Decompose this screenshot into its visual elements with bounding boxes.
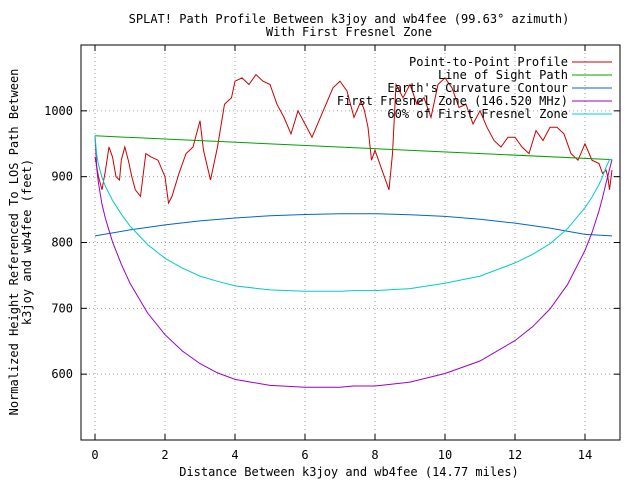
chart-subtitle: With First Fresnel Zone xyxy=(266,25,432,39)
x-tick-label: 12 xyxy=(508,448,522,462)
series-line-line-of-sight-path xyxy=(94,135,613,161)
legend-label: Point-to-Point Profile xyxy=(409,55,568,69)
legend-label: 60% of First Fresnel Zone xyxy=(387,107,568,121)
series-lines xyxy=(94,73,613,388)
y-tick-label: 600 xyxy=(51,367,73,381)
y-axis-label-line2: k3joy and wb4fee (feet) xyxy=(20,159,34,325)
legend-label: Earth's Curvature Contour xyxy=(387,81,568,95)
plot-frame xyxy=(80,44,621,441)
y-axis-label-line1: Normalized Height Referenced To LOS Path… xyxy=(7,69,21,416)
y-tick-label: 800 xyxy=(51,236,73,250)
x-axis-label: Distance Between k3joy and wb4fee (14.77… xyxy=(179,465,519,479)
y-tick-label: 1000 xyxy=(44,104,73,118)
series-line-60-of-first-fresnel-zone xyxy=(94,135,612,292)
x-tick-label: 8 xyxy=(371,448,378,462)
chart-title: SPLAT! Path Profile Between k3joy and wb… xyxy=(129,12,570,26)
legend-label: First Fresnel Zone (146.520 MHz) xyxy=(337,94,568,108)
y-tick-label: 900 xyxy=(51,170,73,184)
series-line-first-fresnel-zone-146-520-mhz xyxy=(94,135,613,388)
x-tick-label: 10 xyxy=(438,448,452,462)
x-tick-label: 4 xyxy=(231,448,238,462)
legend-label: Line of Sight Path xyxy=(438,68,568,82)
x-tick-label: 14 xyxy=(578,448,592,462)
series-line-point-to-point-profile xyxy=(94,73,613,205)
x-tick-label: 0 xyxy=(91,448,98,462)
y-tick-label: 700 xyxy=(51,301,73,315)
series-line-earth-s-curvature-contour xyxy=(94,213,613,237)
x-tick-label: 2 xyxy=(161,448,168,462)
axis-ticks: 0 2 4 6 8 10 12 14 600 700 800 900 1000 xyxy=(44,45,620,462)
x-tick-label: 6 xyxy=(301,448,308,462)
